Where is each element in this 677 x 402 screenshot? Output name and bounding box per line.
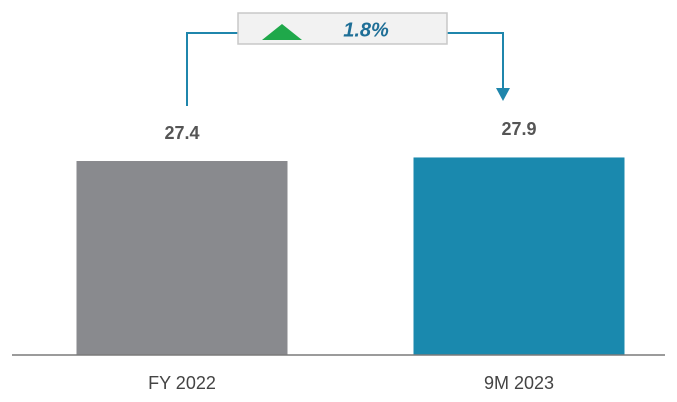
annotation-text: 1.8% [343,19,389,41]
bar [76,161,288,355]
connector-right [447,32,504,90]
x-tick-label: 9M 2023 [484,373,554,393]
annotation-box [237,12,448,45]
change-connector [186,32,504,106]
value-label: 27.9 [501,119,536,139]
up-triangle [262,24,302,40]
value-label: 27.4 [164,123,199,143]
x-tick-label: FY 2022 [148,373,216,393]
bar [413,157,625,355]
connector-left [186,32,238,106]
connector-arrowhead [496,88,510,101]
